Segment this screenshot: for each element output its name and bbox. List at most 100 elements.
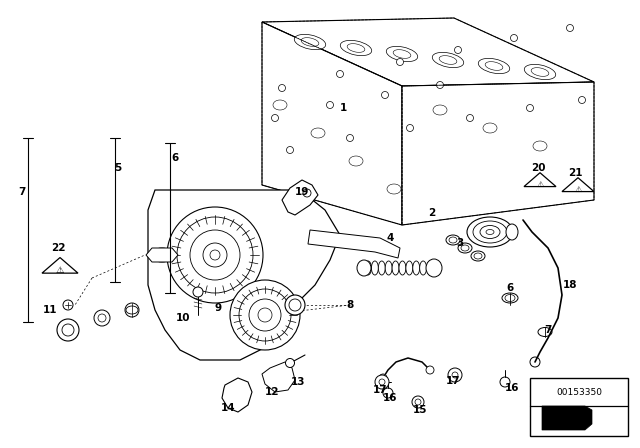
Ellipse shape <box>473 221 507 243</box>
Ellipse shape <box>413 261 420 275</box>
Polygon shape <box>262 18 594 86</box>
Circle shape <box>448 368 462 382</box>
Circle shape <box>203 243 227 267</box>
Circle shape <box>337 70 344 78</box>
Text: 18: 18 <box>563 280 577 290</box>
Circle shape <box>258 308 272 322</box>
Ellipse shape <box>387 47 418 62</box>
Circle shape <box>436 82 444 89</box>
Ellipse shape <box>505 294 515 302</box>
Ellipse shape <box>126 306 138 314</box>
Circle shape <box>271 115 278 121</box>
Text: 16: 16 <box>383 393 397 403</box>
Polygon shape <box>222 378 252 412</box>
Circle shape <box>379 379 385 385</box>
Circle shape <box>303 189 311 197</box>
Circle shape <box>566 25 573 31</box>
Ellipse shape <box>490 67 511 78</box>
Circle shape <box>57 319 79 341</box>
Text: 1: 1 <box>339 103 347 113</box>
Ellipse shape <box>538 74 559 86</box>
Circle shape <box>94 310 110 326</box>
Polygon shape <box>524 173 556 186</box>
Ellipse shape <box>502 293 518 303</box>
Ellipse shape <box>426 259 442 277</box>
Text: 7: 7 <box>19 187 26 197</box>
Text: 6: 6 <box>172 153 179 163</box>
Circle shape <box>239 289 291 341</box>
Polygon shape <box>282 180 318 215</box>
Circle shape <box>579 96 586 103</box>
Circle shape <box>412 396 424 408</box>
Ellipse shape <box>458 243 472 253</box>
Ellipse shape <box>485 62 503 70</box>
Ellipse shape <box>471 251 485 261</box>
Ellipse shape <box>486 229 494 234</box>
Text: ⚠: ⚠ <box>574 185 582 194</box>
Circle shape <box>249 299 281 331</box>
Ellipse shape <box>294 34 326 50</box>
Text: 9: 9 <box>214 303 221 313</box>
Text: 8: 8 <box>346 300 354 310</box>
Circle shape <box>193 287 203 297</box>
Circle shape <box>177 217 253 293</box>
Circle shape <box>62 324 74 336</box>
Text: 15: 15 <box>413 405 428 415</box>
Text: 11: 11 <box>43 305 57 315</box>
Circle shape <box>415 399 421 405</box>
Ellipse shape <box>474 253 482 259</box>
Polygon shape <box>562 178 594 192</box>
Ellipse shape <box>439 56 457 65</box>
Text: 22: 22 <box>51 243 65 253</box>
Ellipse shape <box>446 235 460 245</box>
Text: 17: 17 <box>372 385 387 395</box>
Polygon shape <box>402 82 594 225</box>
Ellipse shape <box>538 327 552 336</box>
Text: 14: 14 <box>221 403 236 413</box>
Text: 19: 19 <box>295 187 309 197</box>
Ellipse shape <box>340 40 372 56</box>
Polygon shape <box>308 230 400 258</box>
Ellipse shape <box>378 261 385 275</box>
Polygon shape <box>542 406 592 430</box>
Text: 13: 13 <box>291 377 305 387</box>
Ellipse shape <box>533 141 547 151</box>
Ellipse shape <box>399 261 406 275</box>
Ellipse shape <box>151 248 173 262</box>
Text: 12: 12 <box>265 387 279 397</box>
Circle shape <box>230 280 300 350</box>
Circle shape <box>381 91 388 99</box>
Ellipse shape <box>155 250 169 259</box>
Ellipse shape <box>461 245 469 251</box>
Circle shape <box>511 34 518 42</box>
Ellipse shape <box>393 50 411 58</box>
Text: ⚠: ⚠ <box>56 266 64 275</box>
Circle shape <box>397 59 403 65</box>
Circle shape <box>285 358 294 367</box>
Circle shape <box>289 299 301 311</box>
Circle shape <box>454 47 461 53</box>
Ellipse shape <box>311 128 325 138</box>
Polygon shape <box>146 248 178 262</box>
Text: ⚠: ⚠ <box>536 180 544 189</box>
Polygon shape <box>42 258 78 273</box>
Circle shape <box>125 303 139 317</box>
Polygon shape <box>148 190 340 360</box>
Text: 7: 7 <box>544 325 552 335</box>
Polygon shape <box>262 362 295 392</box>
Circle shape <box>346 134 353 142</box>
Ellipse shape <box>298 39 319 51</box>
Circle shape <box>452 372 458 378</box>
Text: 5: 5 <box>115 163 122 173</box>
Ellipse shape <box>301 38 319 46</box>
Ellipse shape <box>420 261 426 275</box>
Circle shape <box>210 250 220 260</box>
Circle shape <box>63 300 73 310</box>
Circle shape <box>527 104 534 112</box>
Text: 4: 4 <box>387 233 394 243</box>
Ellipse shape <box>483 123 497 133</box>
Ellipse shape <box>531 68 549 76</box>
Circle shape <box>406 125 413 132</box>
Ellipse shape <box>449 237 457 243</box>
Circle shape <box>326 102 333 108</box>
